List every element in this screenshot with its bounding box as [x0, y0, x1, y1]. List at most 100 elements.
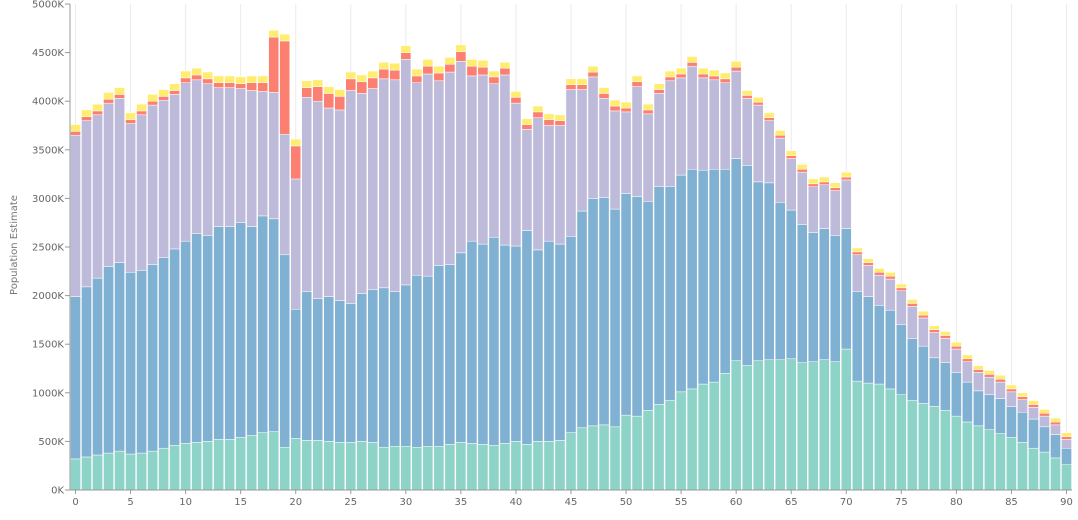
bar-segment	[851, 254, 863, 292]
bar-segment	[576, 427, 588, 491]
bar-segment	[499, 443, 511, 491]
y-tick-label: 0K	[51, 486, 64, 497]
bar-segment	[488, 76, 500, 84]
bar-segment	[400, 284, 412, 447]
bar-segment	[587, 76, 599, 199]
bar-segment	[158, 447, 169, 491]
x-tick-label: 25	[344, 497, 357, 508]
bar-segment	[752, 101, 764, 106]
x-tick-label: 80	[950, 497, 963, 508]
bar-segment	[180, 443, 191, 491]
bar-segment	[1050, 417, 1061, 423]
bar-segment	[730, 66, 742, 72]
bar-segment	[576, 78, 588, 85]
bar-segment	[653, 186, 665, 405]
bar-segment	[686, 168, 698, 390]
bar-segment	[323, 93, 335, 109]
bar-segment	[873, 383, 885, 491]
bar-segment	[719, 168, 731, 374]
bar-segment	[147, 450, 158, 491]
bar-segment	[70, 131, 81, 136]
bar-segment	[885, 388, 896, 491]
x-tick-label: 10	[179, 497, 192, 508]
bar-segment	[257, 432, 269, 491]
bar-segment	[103, 452, 114, 491]
bar-segment	[984, 429, 995, 491]
bar-segment	[345, 71, 357, 80]
bar-segment	[1028, 404, 1039, 408]
x-tick-label: 5	[127, 497, 133, 508]
bar-segment	[862, 382, 874, 491]
bar-segment	[1050, 421, 1061, 426]
bar-segment	[840, 348, 852, 491]
bar-segment	[829, 182, 841, 188]
bar-segment	[708, 75, 720, 81]
bar-segment	[246, 226, 257, 436]
bar-segment	[125, 119, 136, 124]
bar-segment	[114, 450, 125, 491]
bar-segment	[532, 111, 544, 118]
bar-segment	[851, 251, 863, 256]
bar-segment	[103, 266, 114, 454]
bar-segment	[719, 78, 731, 83]
bar-segment	[235, 437, 246, 491]
bar-segment	[1017, 396, 1028, 400]
bar-segment	[620, 111, 632, 194]
bar-segment	[851, 247, 863, 253]
bar-segment	[774, 130, 786, 136]
bar-segment	[1050, 434, 1061, 459]
bar-segment	[378, 62, 390, 70]
bar-segment	[576, 210, 588, 429]
bar-segment	[962, 354, 973, 360]
bar-segment	[862, 296, 874, 384]
bar-segment	[896, 287, 907, 291]
bar-segment	[169, 445, 180, 491]
bar-segment	[521, 129, 533, 231]
bar-segment	[907, 299, 918, 304]
bar-segment	[1061, 447, 1072, 465]
bar-segment	[257, 75, 269, 83]
bar-segment	[1028, 400, 1039, 405]
bar-segment	[301, 97, 313, 292]
bar-segment	[389, 446, 401, 491]
bar-segment	[598, 93, 610, 99]
bar-segment	[114, 98, 125, 263]
bar-segment	[213, 226, 224, 440]
bar-segment	[620, 101, 632, 109]
bar-segment	[708, 381, 720, 491]
bar-segment	[962, 358, 973, 362]
bar-segment	[477, 66, 489, 76]
bar-segment	[510, 91, 522, 98]
bar-segment	[334, 442, 346, 491]
bar-segment	[807, 361, 819, 491]
bar-segment	[851, 380, 863, 491]
bar-segment	[257, 91, 269, 217]
bar-segment	[862, 258, 874, 263]
bar-segment	[1028, 447, 1039, 491]
bar-segment	[235, 76, 246, 84]
x-tick-label: 30	[399, 497, 412, 508]
bar-segment	[818, 184, 830, 229]
bar-segment	[367, 88, 379, 291]
bar-segment	[180, 240, 191, 444]
bar-segment	[499, 67, 511, 76]
bar-segment	[521, 124, 533, 130]
bar-segment	[984, 394, 995, 430]
bar-segment	[697, 77, 709, 171]
bar-segment	[697, 169, 709, 385]
bar-segment	[312, 440, 324, 491]
bar-segment	[543, 441, 555, 491]
bar-segment	[356, 81, 368, 94]
bar-segment	[213, 439, 224, 491]
bar-segment	[334, 89, 346, 97]
bar-segment	[488, 83, 500, 238]
bar-segment	[499, 74, 511, 246]
bar-segment	[708, 79, 720, 170]
bar-segment	[686, 65, 698, 170]
bar-segment	[235, 83, 246, 89]
bar-segment	[763, 117, 775, 121]
bar-segment	[136, 103, 147, 112]
bar-segment	[323, 86, 335, 94]
bar-segment	[125, 272, 136, 455]
